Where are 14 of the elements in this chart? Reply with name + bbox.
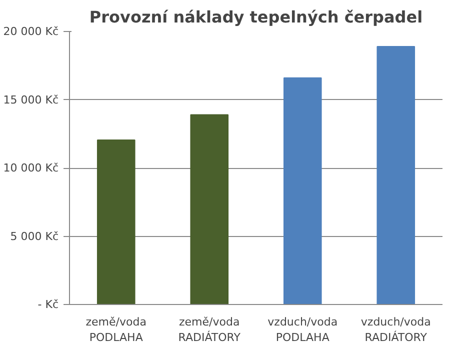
y-tick-label: 5 000 Kč xyxy=(10,230,58,243)
x-tick-label: země/voda PODLAHA xyxy=(86,316,146,344)
chart-title: Provozní náklady tepelných čerpadel xyxy=(89,8,423,26)
bar xyxy=(96,140,136,304)
y-tick-label: - Kč xyxy=(38,298,59,311)
x-tick-label: země/voda RADIÁTORY xyxy=(178,316,241,344)
x-tick-label: vzduch/voda PODLAHA xyxy=(268,316,338,344)
y-tick-label: 15 000 Kč xyxy=(3,93,59,106)
x-tick-label: vzduch/voda RADIÁTORY xyxy=(360,316,431,344)
y-tick-label: 20 000 Kč xyxy=(3,25,59,38)
bar xyxy=(376,46,416,304)
bar xyxy=(283,77,322,304)
bar xyxy=(190,114,229,304)
y-tick-label: 10 000 Kč xyxy=(3,162,59,174)
